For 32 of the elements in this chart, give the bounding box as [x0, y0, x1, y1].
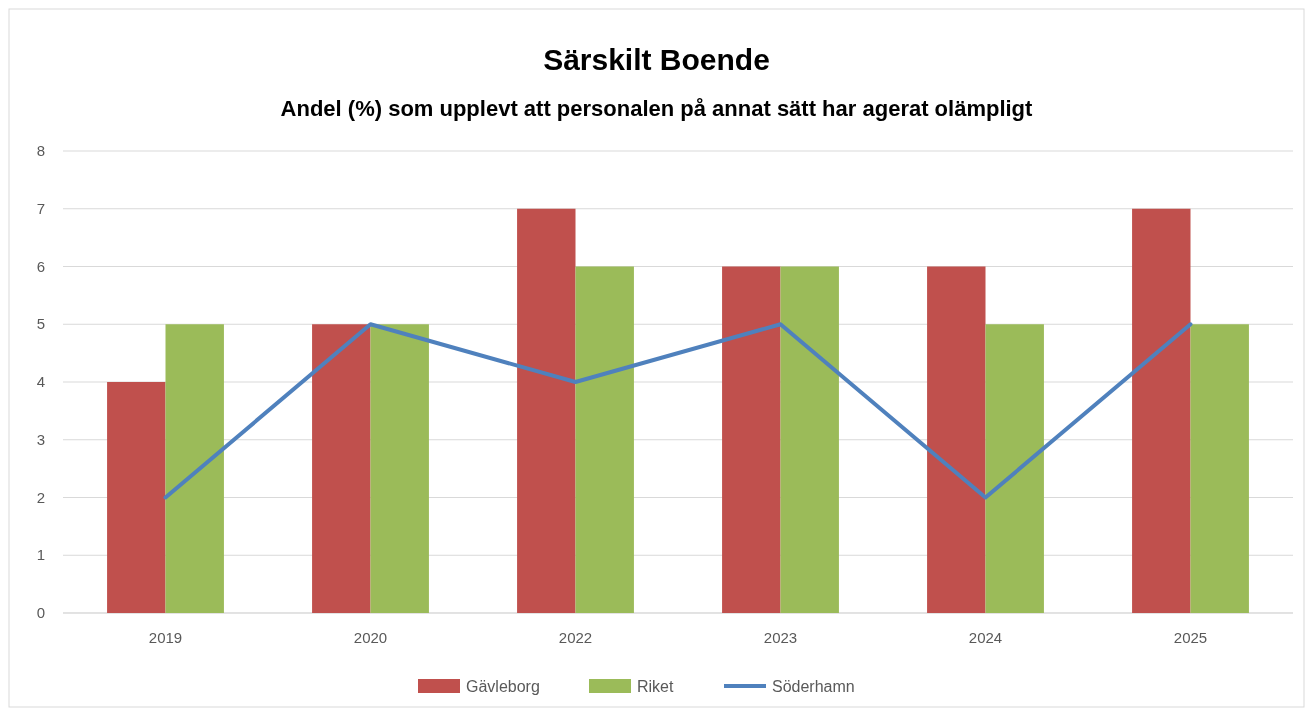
y-tick-label: 4 — [36, 373, 46, 390]
bar — [1190, 324, 1249, 613]
bar — [575, 266, 634, 613]
bar — [312, 324, 371, 613]
x-tick-label: 2020 — [353, 629, 388, 646]
x-tick-label: 2023 — [763, 629, 798, 646]
chart-title: Särskilt Boende — [543, 43, 770, 76]
x-tick-label: 2024 — [968, 629, 1003, 646]
bar — [517, 208, 576, 613]
y-tick-label: 3 — [36, 430, 46, 448]
bar — [722, 266, 781, 613]
bar — [985, 324, 1044, 613]
bar — [107, 382, 166, 613]
legend-label: Riket — [637, 678, 675, 695]
y-tick-label: 0 — [36, 604, 46, 621]
legend-label: Söderhamn — [772, 678, 855, 695]
bar — [780, 266, 839, 613]
y-tick-label: 7 — [36, 199, 46, 217]
bar — [927, 266, 986, 613]
y-tick-label: 5 — [36, 315, 46, 333]
y-tick-label: 1 — [36, 546, 46, 564]
y-tick-label: 8 — [36, 142, 46, 159]
legend-label: Gävleborg — [466, 678, 540, 695]
x-tick-label: 2025 — [1173, 629, 1208, 646]
bar — [165, 324, 224, 613]
chart-subtitle: Andel (%) som upplevt att personalen på annat sätt har agerat olämpligt — [280, 96, 1034, 121]
bar — [1132, 208, 1191, 613]
y-tick-label: 2 — [36, 488, 46, 506]
x-tick-label: 2022 — [558, 629, 593, 646]
y-tick-label: 6 — [36, 257, 46, 275]
x-tick-label: 2019 — [148, 629, 183, 646]
bar — [370, 324, 429, 613]
